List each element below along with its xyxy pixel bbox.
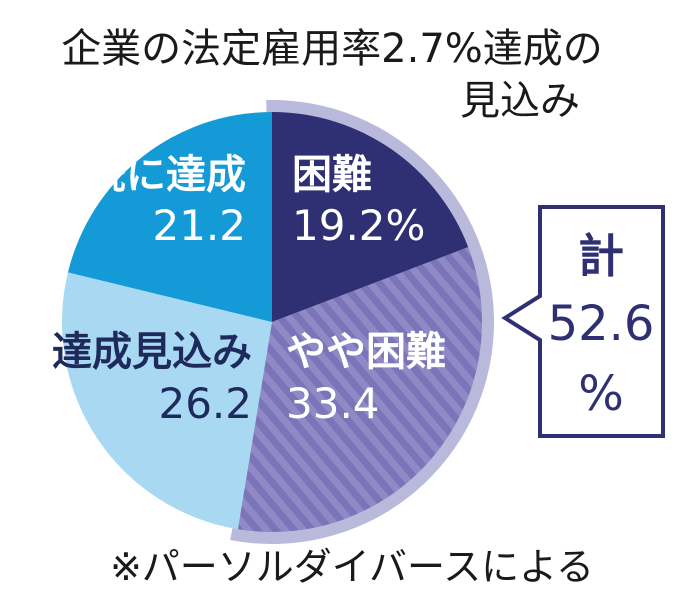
pie-slice-4	[67, 112, 272, 322]
total-callout-box	[501, 205, 665, 438]
slice-name-label: 既に達成	[86, 152, 246, 198]
total-callout-text: %	[578, 366, 624, 422]
chart-title-line: 企業の法定雇用率2.7%達成の	[61, 26, 603, 72]
chart-title-line: 見込み	[460, 78, 580, 124]
slice-value-label: 21.2	[152, 201, 246, 250]
slice-name-label: 困難	[292, 152, 372, 198]
total-callout-text: 52.6	[548, 296, 655, 352]
pie-slice-1	[272, 112, 469, 322]
pie-slice-3	[61, 272, 273, 530]
slice-name-label: やや困難	[286, 329, 446, 375]
slice-value-label: 33.4	[286, 379, 380, 428]
slice-value-label: 26.2	[158, 379, 252, 428]
pie-slice-2	[237, 247, 482, 532]
source-note: ※パーソルダイバースによる	[110, 545, 594, 589]
total-callout-text: 計	[578, 229, 624, 283]
slice-value-label: 19.2%	[292, 201, 425, 250]
slice-name-label: 達成見込み	[52, 329, 252, 375]
